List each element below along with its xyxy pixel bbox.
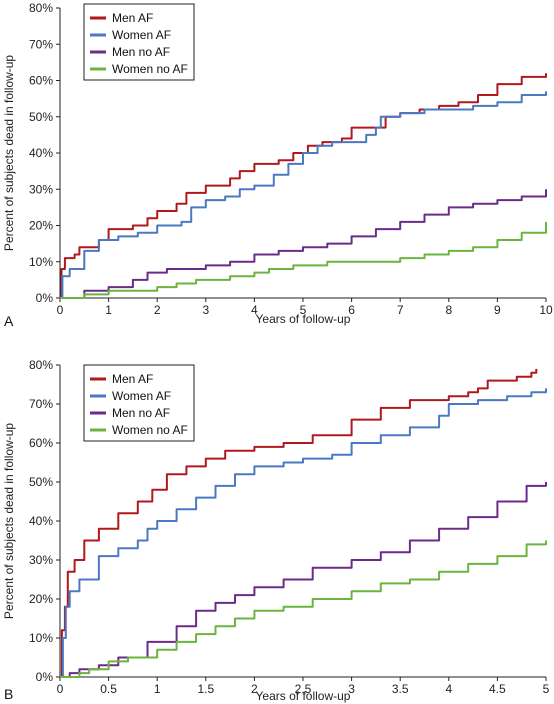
x-tick-label: 7 <box>397 303 404 317</box>
x-tick-label: 9 <box>494 303 501 317</box>
x-tick-label: 3 <box>348 682 355 696</box>
y-tick-label: 40% <box>29 514 53 528</box>
series-line-women-no-af <box>60 221 547 299</box>
y-tick-label: 50% <box>29 475 53 489</box>
y-tick-label: 20% <box>29 592 53 606</box>
panel-letter: A <box>4 313 14 329</box>
legend-entry: Men AF <box>112 372 153 386</box>
x-tick-label: 1.5 <box>197 682 214 696</box>
y-tick-label: 10% <box>29 631 53 645</box>
panel-letter: B <box>4 686 13 702</box>
y-tick-label: 80% <box>29 358 53 372</box>
series-line-men-af <box>60 368 538 678</box>
y-tick-label: 70% <box>29 37 53 51</box>
x-tick-label: 5 <box>300 303 307 317</box>
y-tick-label: 10% <box>29 255 53 269</box>
y-tick-label: 80% <box>29 1 53 15</box>
x-tick-label: 0 <box>57 303 64 317</box>
y-tick-label: 0% <box>36 670 54 684</box>
x-tick-label: 2.5 <box>295 682 312 696</box>
x-tick-label: 4 <box>445 682 452 696</box>
series-line-women-no-af <box>60 540 547 678</box>
x-tick-label: 3 <box>202 303 209 317</box>
x-tick-label: 3.5 <box>392 682 409 696</box>
legend-entry: Women no AF <box>112 62 188 76</box>
panel-a: 0% 10% 20% 30% 40% 50% 60% 70% 80% 0 1 2 3 4 5 6 7 8 9 10 Ye… <box>2 1 553 329</box>
x-axis-label: Years of follow-up <box>256 689 351 703</box>
y-tick-label: 40% <box>29 146 53 160</box>
x-tick-label: 8 <box>445 303 452 317</box>
x-tick-label: 5 <box>543 682 550 696</box>
x-tick-label: 1 <box>154 682 161 696</box>
legend: Men AF Women AF Men no AF Women no AF <box>83 364 195 442</box>
x-tick-label: 4.5 <box>489 682 506 696</box>
x-tick-label: 4 <box>251 303 258 317</box>
x-tick-label: 2 <box>154 303 161 317</box>
series-line-women-af <box>60 388 547 678</box>
y-tick-label: 30% <box>29 553 53 567</box>
x-tick-label: 10 <box>539 303 553 317</box>
y-tick-label: 30% <box>29 182 53 196</box>
series-line-men-no-af <box>60 189 547 299</box>
x-axis-label: Years of follow-up <box>256 312 351 326</box>
y-axis-label: Percent of subjects dead in follow-up <box>2 55 16 251</box>
x-tick-label: 1 <box>105 303 112 317</box>
legend-entry: Women AF <box>112 389 171 403</box>
y-tick-label: 20% <box>29 219 53 233</box>
panel-b: 0% 10% 20% 30% 40% 50% 60% 70% 80% 0 0.5 1 1.5 2 2.5 3 3… <box>2 358 550 703</box>
y-tick-label: 50% <box>29 110 53 124</box>
legend-entry: Women no AF <box>112 423 188 437</box>
y-tick-label: 60% <box>29 74 53 88</box>
y-tick-label: 0% <box>36 291 54 305</box>
x-tick-label: 2 <box>251 682 258 696</box>
y-axis-label: Percent of subjects dead in follow-up <box>2 423 16 619</box>
series-line-women-af <box>60 91 547 299</box>
y-tick-label: 60% <box>29 436 53 450</box>
x-tick-label: 6 <box>348 303 355 317</box>
legend-entry: Women AF <box>112 28 171 42</box>
series-line-men-no-af <box>60 482 547 678</box>
x-tick-label: 0 <box>57 682 64 696</box>
legend-entry: Men no AF <box>112 45 170 59</box>
legend-entry: Men AF <box>112 11 153 25</box>
legend-entry: Men no AF <box>112 406 170 420</box>
legend: Men AF Women AF Men no AF Women no AF <box>83 3 195 81</box>
x-tick-label: 0.5 <box>100 682 117 696</box>
y-tick-label: 70% <box>29 397 53 411</box>
